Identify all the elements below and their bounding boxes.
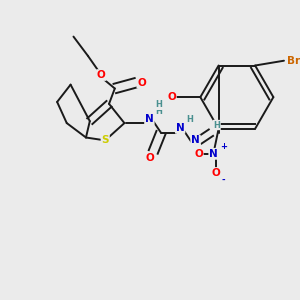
Text: O: O	[97, 70, 106, 80]
Text: +: +	[220, 142, 227, 151]
Text: H: H	[186, 115, 193, 124]
Text: O: O	[194, 149, 203, 159]
Text: -: -	[222, 176, 225, 185]
Text: N: N	[145, 114, 154, 124]
Text: H: H	[156, 100, 162, 109]
Text: O: O	[167, 92, 176, 102]
Text: O: O	[145, 153, 154, 163]
Text: N: N	[191, 135, 200, 146]
Text: S: S	[101, 135, 109, 146]
Text: O: O	[137, 78, 146, 88]
Text: N: N	[176, 123, 184, 133]
Text: Br: Br	[287, 56, 300, 66]
Text: H: H	[156, 107, 162, 116]
Text: H: H	[213, 121, 220, 130]
Text: N: N	[209, 149, 218, 159]
Text: O: O	[211, 168, 220, 178]
